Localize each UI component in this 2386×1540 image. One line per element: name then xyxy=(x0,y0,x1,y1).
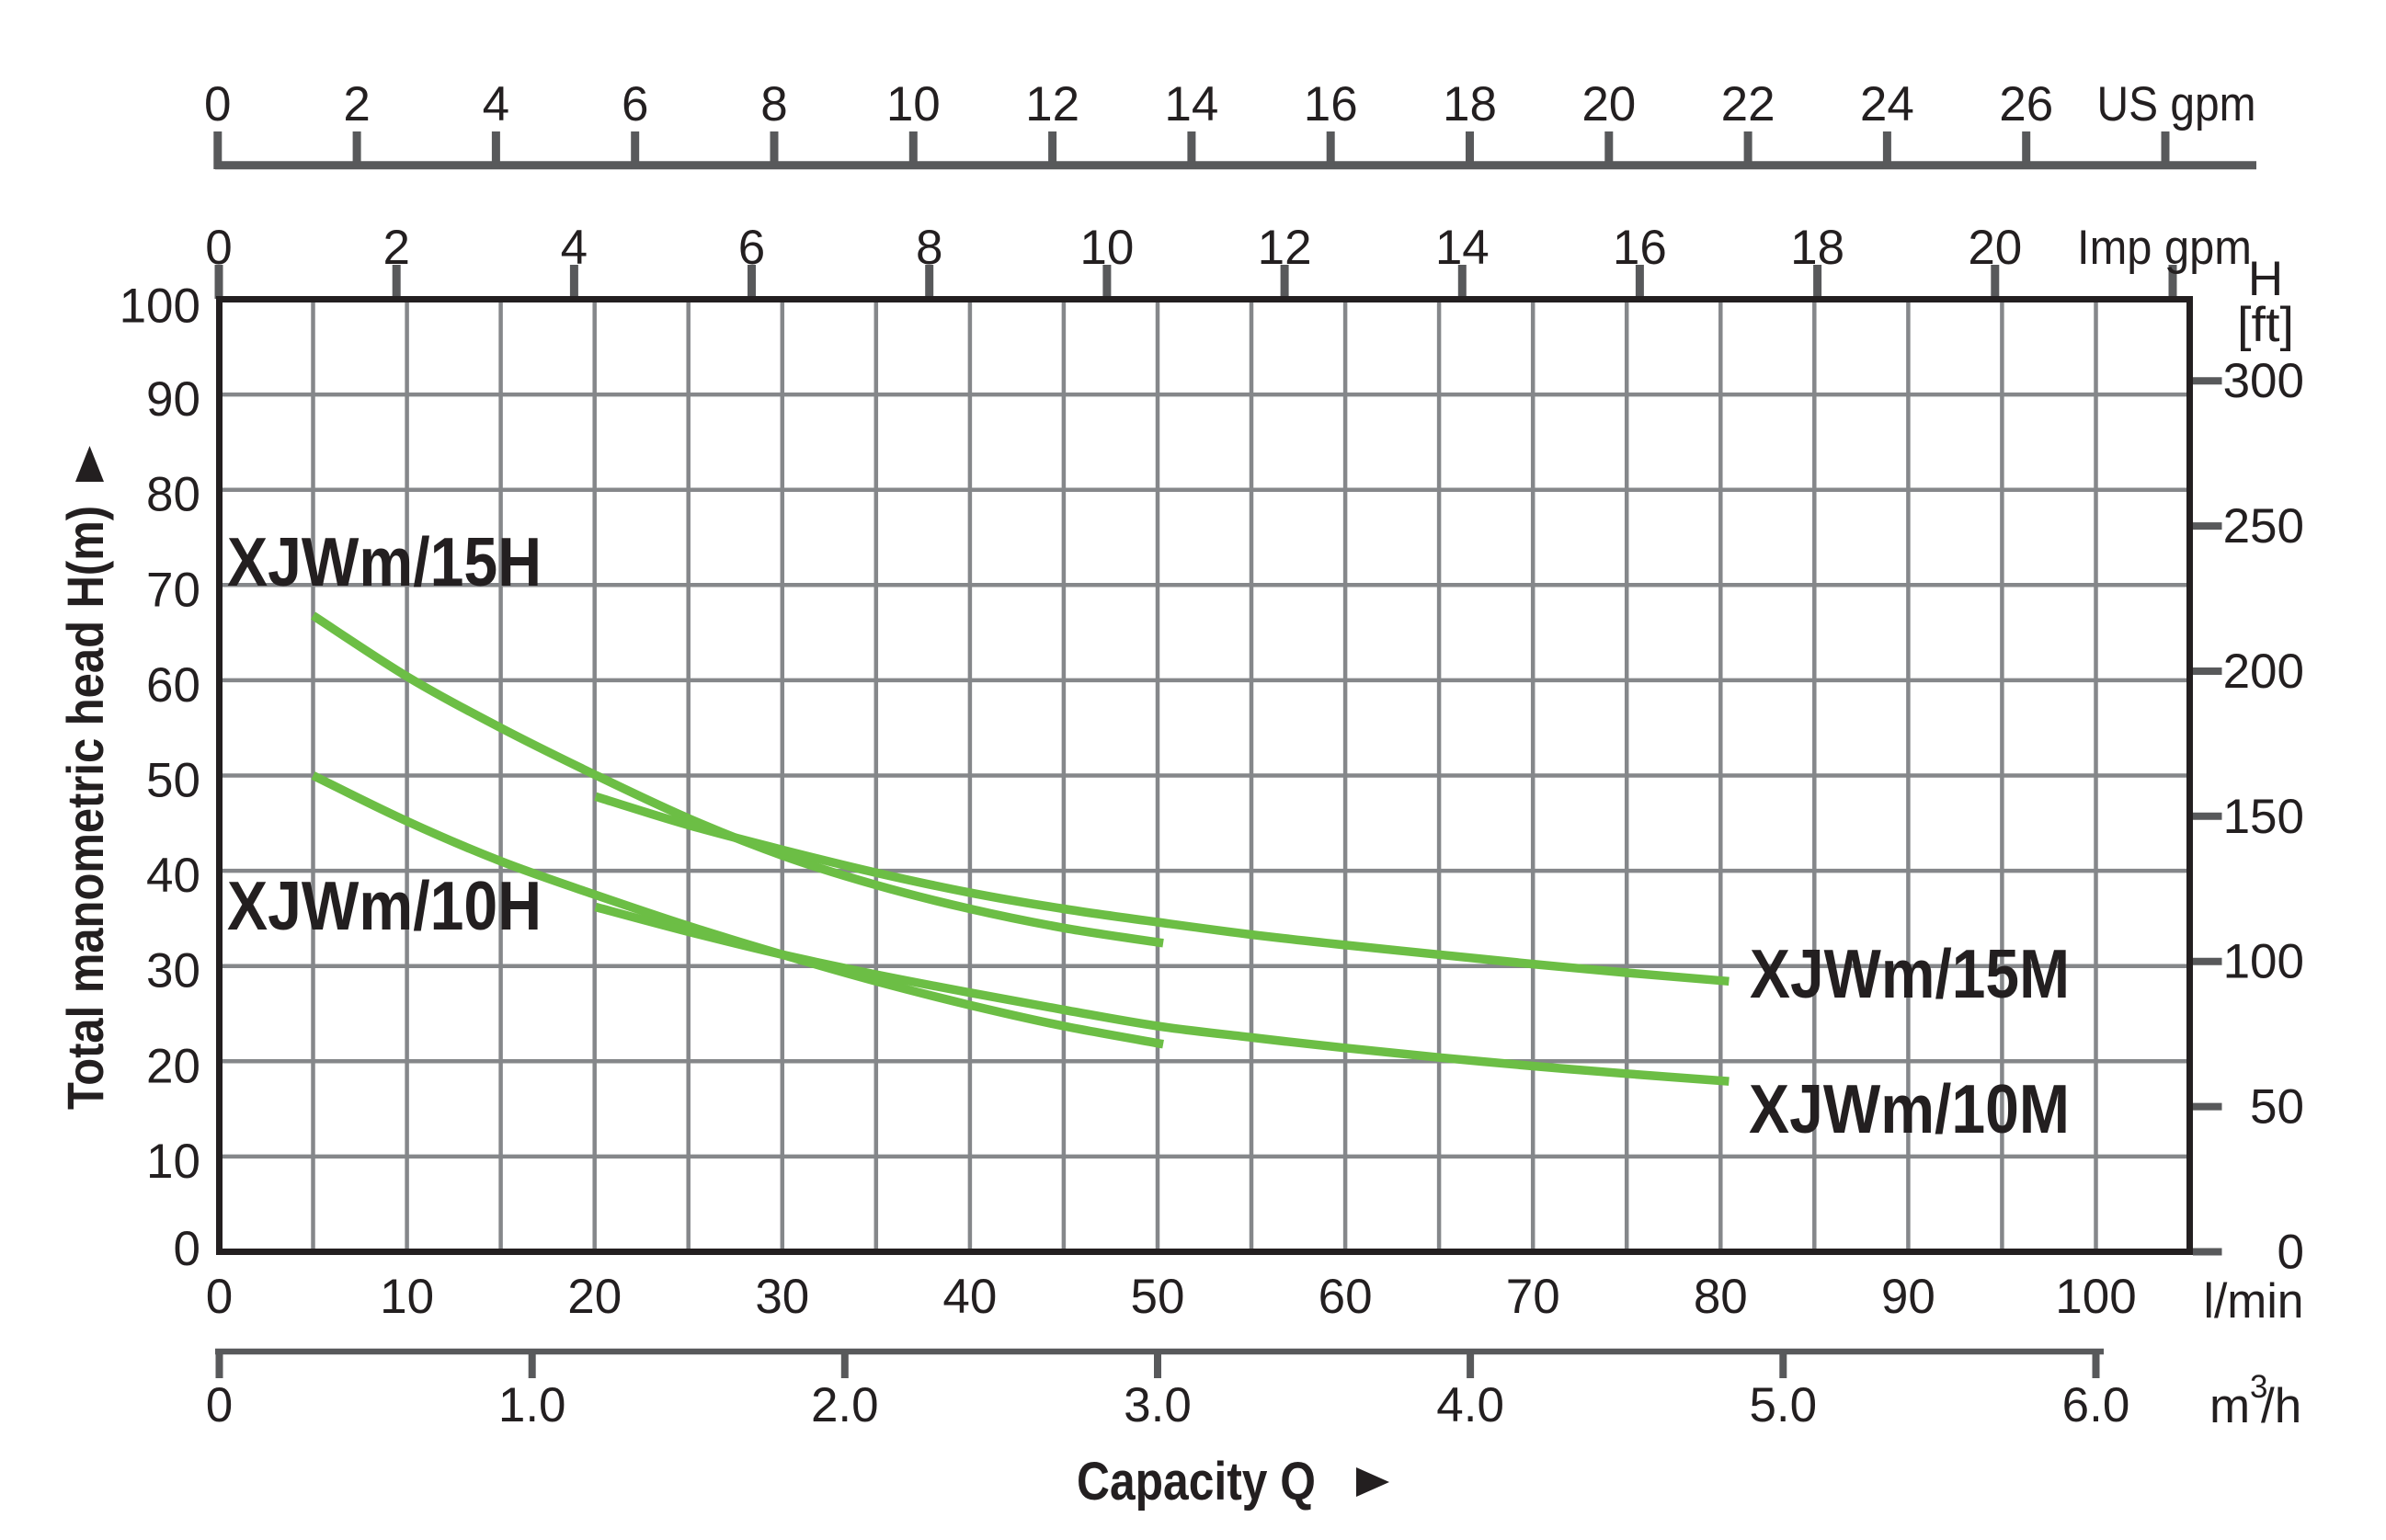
svg-text:2: 2 xyxy=(382,221,409,275)
svg-text:3.0: 3.0 xyxy=(1124,1378,1192,1432)
svg-text:12: 12 xyxy=(1025,77,1079,131)
svg-text:5.0: 5.0 xyxy=(1749,1378,1817,1432)
svg-text:20: 20 xyxy=(1581,77,1636,131)
svg-text:8: 8 xyxy=(916,221,942,275)
svg-text:8: 8 xyxy=(760,77,787,131)
svg-text:16: 16 xyxy=(1613,221,1667,275)
svg-text:30: 30 xyxy=(146,944,200,998)
svg-text:/h: /h xyxy=(2261,1379,2301,1433)
svg-text:[ft]: [ft] xyxy=(2237,298,2294,352)
svg-text:XJWm/15M: XJWm/15M xyxy=(1750,935,2070,1012)
svg-text:H: H xyxy=(2248,252,2283,306)
svg-text:14: 14 xyxy=(1164,77,1218,131)
svg-text:l/min: l/min xyxy=(2204,1274,2304,1329)
svg-text:250: 250 xyxy=(2223,499,2304,553)
svg-text:60: 60 xyxy=(146,658,200,713)
svg-text:3: 3 xyxy=(2250,1369,2267,1405)
svg-text:80: 80 xyxy=(1694,1270,1748,1324)
svg-text:50: 50 xyxy=(2250,1080,2304,1135)
svg-text:20: 20 xyxy=(567,1270,622,1324)
svg-text:16: 16 xyxy=(1304,77,1358,131)
svg-text:m: m xyxy=(2209,1379,2250,1433)
svg-text:4.0: 4.0 xyxy=(1436,1378,1504,1432)
svg-text:100: 100 xyxy=(2055,1270,2136,1324)
svg-text:20: 20 xyxy=(146,1039,200,1093)
svg-text:18: 18 xyxy=(1443,77,1497,131)
svg-text:0: 0 xyxy=(2278,1226,2304,1280)
svg-text:10: 10 xyxy=(886,77,941,131)
svg-text:XJWm/10M: XJWm/10M xyxy=(1749,1070,2070,1147)
svg-text:1.0: 1.0 xyxy=(498,1378,566,1432)
svg-text:24: 24 xyxy=(1860,77,1914,131)
svg-text:60: 60 xyxy=(1319,1270,1373,1324)
svg-text:22: 22 xyxy=(1721,77,1775,131)
svg-text:4: 4 xyxy=(483,77,509,131)
svg-text:50: 50 xyxy=(1131,1270,1185,1324)
svg-text:6.0: 6.0 xyxy=(2062,1378,2130,1432)
svg-text:0: 0 xyxy=(204,77,231,131)
svg-text:70: 70 xyxy=(146,563,200,617)
svg-text:80: 80 xyxy=(146,468,200,522)
svg-text:90: 90 xyxy=(146,372,200,427)
svg-text:50: 50 xyxy=(146,754,200,808)
svg-text:4: 4 xyxy=(561,221,588,275)
svg-text:14: 14 xyxy=(1435,221,1490,275)
svg-text:10: 10 xyxy=(380,1270,434,1324)
svg-text:26: 26 xyxy=(1999,77,2053,131)
svg-text:2.0: 2.0 xyxy=(811,1378,879,1432)
svg-text:300: 300 xyxy=(2223,354,2304,408)
svg-text:XJWm/10H: XJWm/10H xyxy=(227,867,542,944)
svg-text:40: 40 xyxy=(146,849,200,903)
svg-text:70: 70 xyxy=(1506,1270,1560,1324)
svg-text:US gpm: US gpm xyxy=(2097,77,2256,131)
svg-text:10: 10 xyxy=(146,1135,200,1189)
svg-text:Capacity Q: Capacity Q xyxy=(1077,1452,1316,1511)
svg-text:Imp gpm: Imp gpm xyxy=(2077,221,2252,275)
svg-text:20: 20 xyxy=(1968,221,2022,275)
svg-text:100: 100 xyxy=(2223,935,2304,989)
svg-text:0: 0 xyxy=(206,1378,233,1432)
svg-text:0: 0 xyxy=(205,221,232,275)
svg-text:30: 30 xyxy=(755,1270,809,1324)
svg-text:150: 150 xyxy=(2223,790,2304,844)
svg-text:6: 6 xyxy=(622,77,648,131)
svg-text:90: 90 xyxy=(1881,1270,1935,1324)
svg-text:18: 18 xyxy=(1790,221,1844,275)
svg-text:6: 6 xyxy=(738,221,765,275)
svg-text:100: 100 xyxy=(120,279,200,334)
svg-text:200: 200 xyxy=(2223,645,2304,699)
svg-text:40: 40 xyxy=(942,1270,997,1324)
svg-text:2: 2 xyxy=(343,77,370,131)
svg-text:12: 12 xyxy=(1258,221,1312,275)
svg-text:0: 0 xyxy=(206,1270,233,1324)
svg-text:Total manometric head H(m): Total manometric head H(m) xyxy=(56,506,114,1110)
svg-text:0: 0 xyxy=(174,1222,200,1276)
svg-text:10: 10 xyxy=(1079,221,1134,275)
svg-text:XJWm/15H: XJWm/15H xyxy=(227,523,542,600)
